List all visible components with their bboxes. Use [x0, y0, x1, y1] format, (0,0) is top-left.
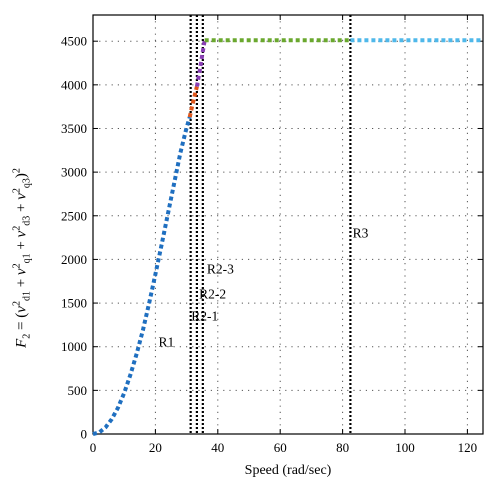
x-tick-label: 100 — [395, 440, 415, 455]
x-axis-label: Speed (rad/sec) — [245, 463, 332, 478]
plot-frame — [92, 14, 484, 435]
y-tick-label: 4000 — [61, 77, 87, 92]
region-annotation: R2-2 — [199, 287, 226, 302]
x-tick-label: 120 — [458, 440, 478, 455]
region-annotation: R3 — [353, 226, 369, 241]
x-tick-label: 80 — [336, 440, 349, 455]
region-annotation: R1 — [159, 335, 175, 350]
y-tick-label: 0 — [81, 427, 88, 442]
y-tick-label: 1000 — [61, 339, 87, 354]
x-tick-label: 0 — [90, 440, 97, 455]
y-tick-label: 2000 — [61, 252, 87, 267]
y-tick-label: 500 — [68, 383, 88, 398]
x-tick-label: 40 — [211, 440, 224, 455]
series-line-1 — [92, 116, 192, 436]
x-tick-label: 60 — [274, 440, 287, 455]
y-tick-label: 3500 — [61, 121, 87, 136]
y-tick-label: 4500 — [61, 34, 87, 49]
series-line-3 — [194, 39, 207, 87]
x-tick-label: 20 — [149, 440, 162, 455]
y-tick-label: 3000 — [61, 165, 87, 180]
series-line-2 — [187, 86, 199, 118]
y-tick-label: 1500 — [61, 296, 87, 311]
y-axis-label: F2 = (v2d1 + v2q1 + v2d3 + v2q3)2 — [11, 168, 33, 348]
y-tick-label: 2500 — [61, 208, 87, 223]
region-annotation: R2-1 — [191, 309, 218, 324]
region-annotation: R2-3 — [207, 261, 234, 276]
